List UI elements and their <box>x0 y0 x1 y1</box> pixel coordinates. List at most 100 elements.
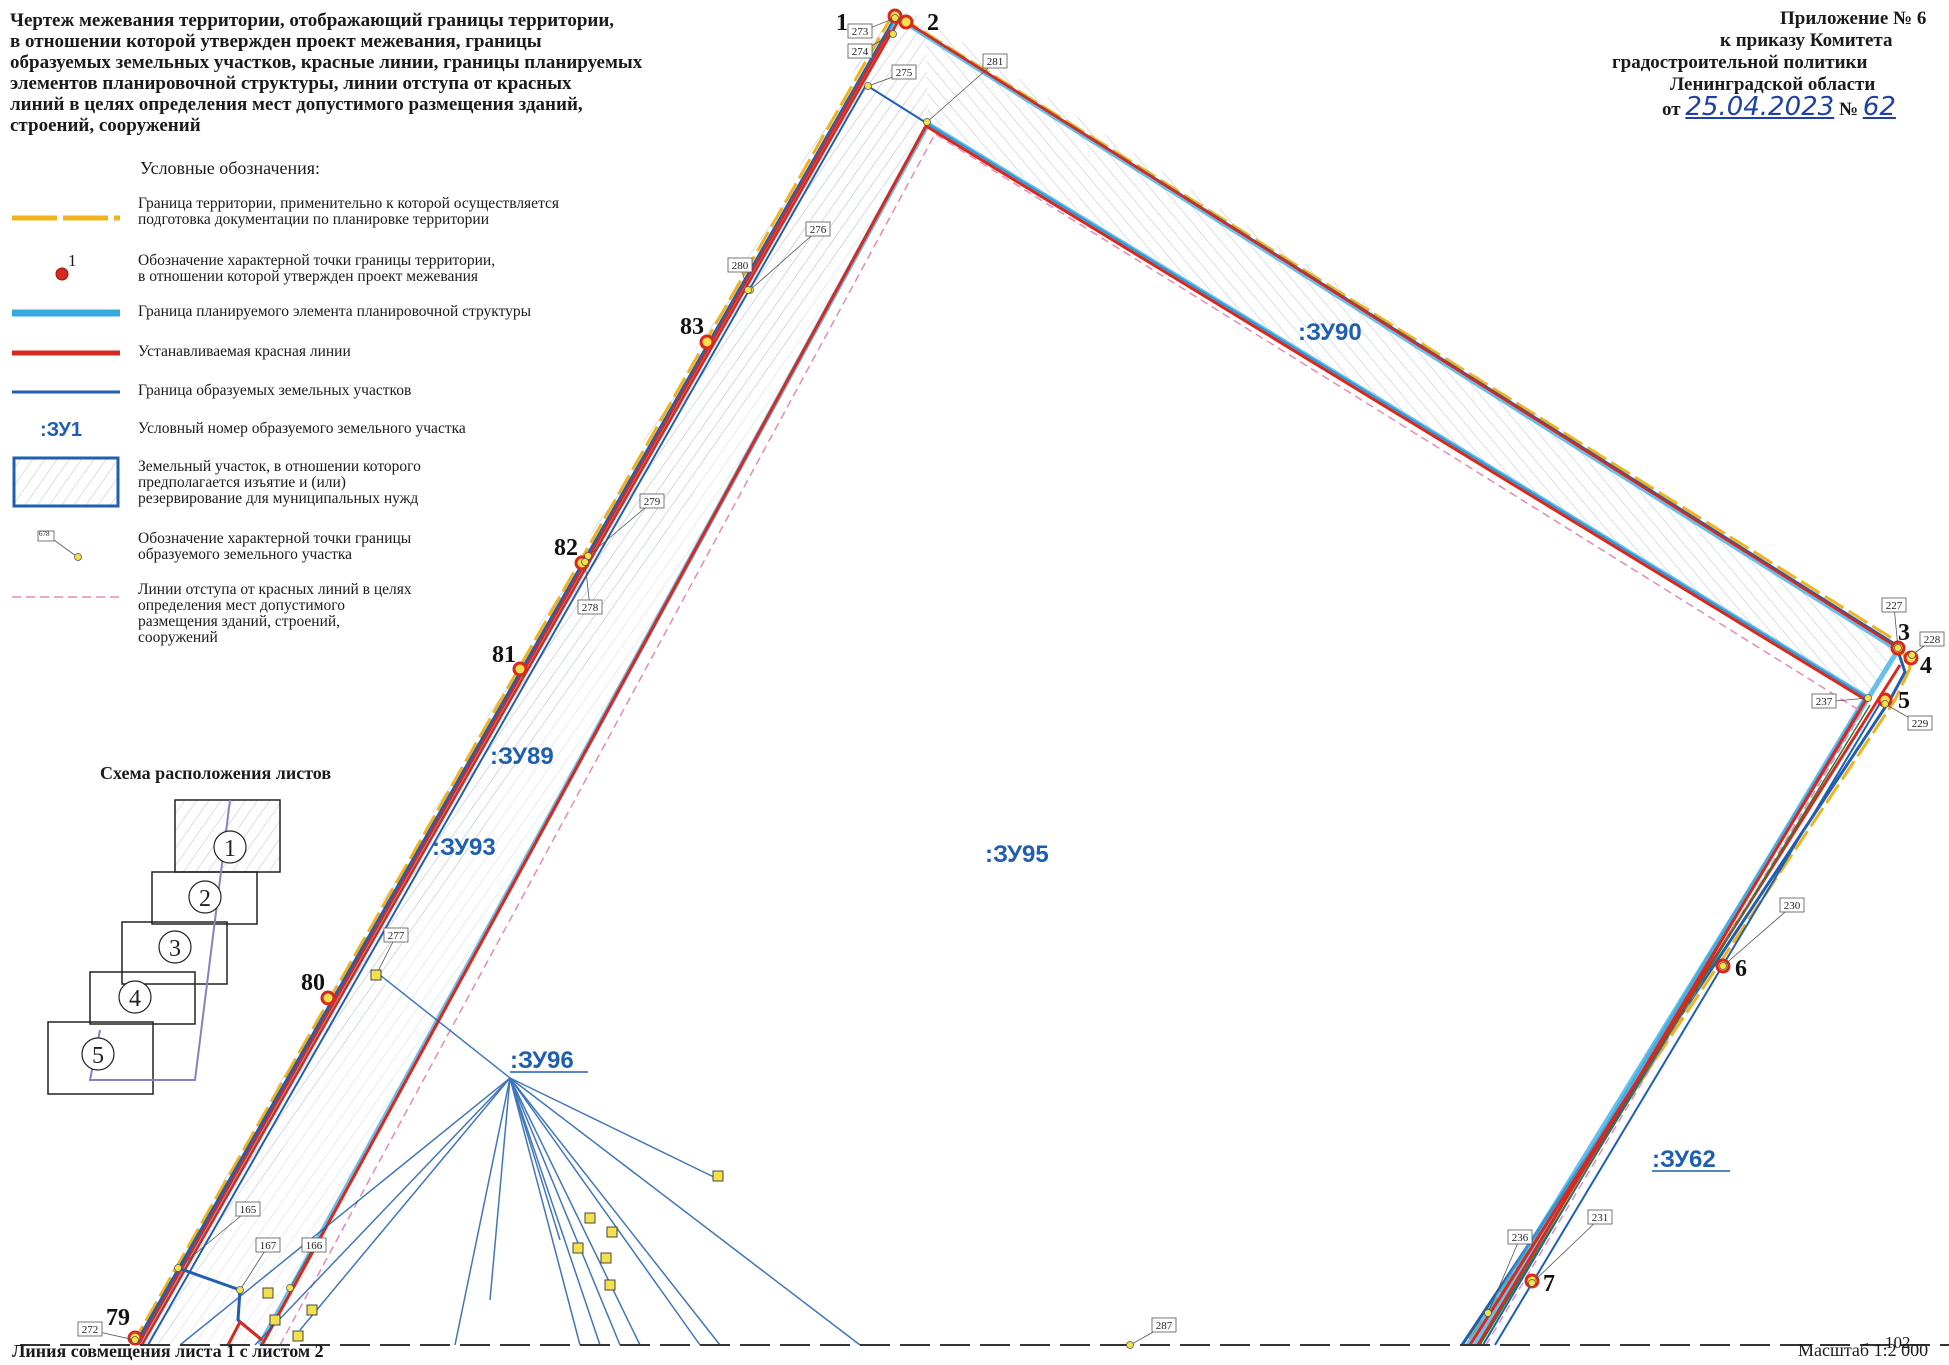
parcel-point-label: 228 <box>1924 634 1941 646</box>
sheets-schema-numbers: 123 4 5 <box>81 830 247 1071</box>
red-line-left-main <box>136 29 892 1346</box>
appendix-line: градостроительной политики <box>1612 52 1868 73</box>
parcel-point-label-box <box>891 64 917 80</box>
parcel-point-label: 236 <box>1512 1232 1529 1244</box>
legend-text: сооружений <box>138 629 218 646</box>
cluster-point <box>712 1170 724 1182</box>
plot-label-zu62: :ЗУ62 <box>1652 1146 1716 1173</box>
legend-text: Обозначение характерной точки границы те… <box>138 252 496 269</box>
boundary-point-83 <box>699 334 715 350</box>
parcel-point-237 <box>1864 694 1872 702</box>
legend-text: Граница образуемых земельных участков <box>138 382 412 399</box>
parcel-point-165 <box>174 1264 182 1272</box>
parcel-point-274 <box>889 30 897 38</box>
scale-label: Масштаб 1:2 000 <box>1798 1340 1929 1360</box>
parcel-point-label: 231 <box>1592 1212 1609 1224</box>
cluster-point <box>306 1304 318 1316</box>
cluster-point <box>584 1212 596 1224</box>
parcel-point-leader <box>749 229 819 291</box>
small-parcel-bl-red <box>226 1319 263 1346</box>
setback-line <box>279 132 1864 1346</box>
parcel-point-label: 281 <box>987 56 1004 68</box>
parcel-point-label: 272 <box>82 1324 99 1336</box>
legend-text: Граница территории, применительно к кото… <box>138 195 560 212</box>
parcel-point-label-box <box>639 493 665 509</box>
schema-title: Схема расположения листов <box>100 763 332 783</box>
title-line: образуемых земельных участков, красные л… <box>10 52 643 73</box>
parcel-right-strip-2 <box>1479 704 1871 1346</box>
parcel-point-label: 280 <box>732 260 749 272</box>
parcel-point-275 <box>864 82 872 90</box>
legend-text: Земельный участок, в отношении которого <box>138 458 421 475</box>
legend-text: Обозначение характерной точки границы <box>138 530 412 547</box>
appendix-block: Приложение № 6 к приказу Комитета градос… <box>1612 8 1949 121</box>
title-line: Чертеж межевания территории, отображающи… <box>10 10 615 31</box>
parcel-point-229 <box>1881 700 1889 708</box>
title-line: в отношении которой утвержден проект меж… <box>10 31 542 52</box>
red-line-inner <box>260 123 1869 1346</box>
parcel-point-281 <box>923 118 931 126</box>
parcel-point-label-box <box>1507 1229 1533 1245</box>
parcel-point-label-box <box>727 257 753 273</box>
legend-text: Устанавливаемая красная линии <box>138 343 351 360</box>
boundary-point-label: 3 <box>1898 620 1910 646</box>
parcel-points: 2732742752812762802792782772272282372292… <box>77 14 1945 1349</box>
drawing-title: Чертеж межевания территории, отображающи… <box>10 10 770 136</box>
legend-text: в отношении которой утвержден проект меж… <box>138 268 479 285</box>
sheet-number: 1 <box>224 836 236 862</box>
parcel-point-leader <box>177 1209 249 1269</box>
order-number: 62 <box>1862 92 1896 122</box>
legend-text: определения мест допустимого <box>138 597 345 614</box>
parcel-right-strip <box>1494 699 1883 1346</box>
parcel-point-279 <box>584 552 592 560</box>
boundary-point-label: 1 <box>836 10 848 36</box>
parcel-point-label: 275 <box>896 67 913 79</box>
boundary-point-label: 4 <box>1920 653 1932 679</box>
parcel-point-166 <box>286 1284 294 1292</box>
boundary-point-label: 81 <box>492 642 516 668</box>
parcel-point-leader <box>587 501 653 557</box>
parcel-point-leader <box>289 1245 315 1289</box>
boundary-point-label: 80 <box>301 970 325 996</box>
parcel-point-label-box <box>1151 1317 1177 1333</box>
parcel-point-label-box <box>1811 693 1837 709</box>
parcel-point-label: 287 <box>1156 1320 1173 1332</box>
plot-label-zu93: :ЗУ93 <box>432 834 496 861</box>
parcel-point-label-box <box>982 53 1008 69</box>
parcel-point-280 <box>744 286 752 294</box>
parcel-point-leader <box>375 935 397 976</box>
cluster-point <box>604 1279 616 1291</box>
combination-line-label: Линия совмещения листа 1 с листом 2 <box>12 1341 324 1361</box>
parcel-point-167 <box>236 1286 244 1294</box>
parcel-point-label-box <box>1587 1209 1613 1225</box>
parcel-point-272 <box>131 1336 139 1344</box>
title-line: элементов планировочной структуры, линии… <box>10 73 572 94</box>
legend-text: размещения зданий, строений, <box>138 613 341 630</box>
parcel-point-label: 237 <box>1816 696 1833 708</box>
parcel-point-287 <box>1126 1341 1134 1349</box>
legend-heading: Условные обозначения: <box>140 158 321 178</box>
parcel-point-label-box <box>77 1321 103 1337</box>
parcel-point-label: 277 <box>388 930 405 942</box>
parcel-point-label-box <box>1919 631 1945 647</box>
legend-symbols <box>12 215 120 598</box>
parcel-point-label: 229 <box>1912 718 1929 730</box>
parcel-point-label: 276 <box>810 224 827 236</box>
title-line: линий в целях определения мест допустимо… <box>10 94 583 115</box>
appendix-date-row: от 25.04.2023 № 62 <box>1620 94 1949 121</box>
cluster-point <box>262 1287 274 1299</box>
boundary-point-label: 6 <box>1735 956 1747 982</box>
boundary-point-label: 7 <box>1543 1271 1555 1297</box>
plot-labels: :ЗУ90:ЗУ89:ЗУ93:ЗУ95:ЗУ96:ЗУ62 <box>432 319 1730 1173</box>
plot-label-zu95: :ЗУ95 <box>985 841 1049 868</box>
legend-text: образуемого земельного участка <box>138 546 353 563</box>
legend-point-sample: 1 <box>68 251 77 270</box>
boundary-point-label: 83 <box>680 314 704 340</box>
red-line-right-side <box>1468 664 1902 1346</box>
parcel-point-label-box <box>235 1201 261 1217</box>
legend-zu-sample: :ЗУ1 <box>40 419 82 441</box>
parcel-point-228 <box>1908 651 1916 659</box>
legend-parcel-sample: 678 <box>39 530 50 538</box>
